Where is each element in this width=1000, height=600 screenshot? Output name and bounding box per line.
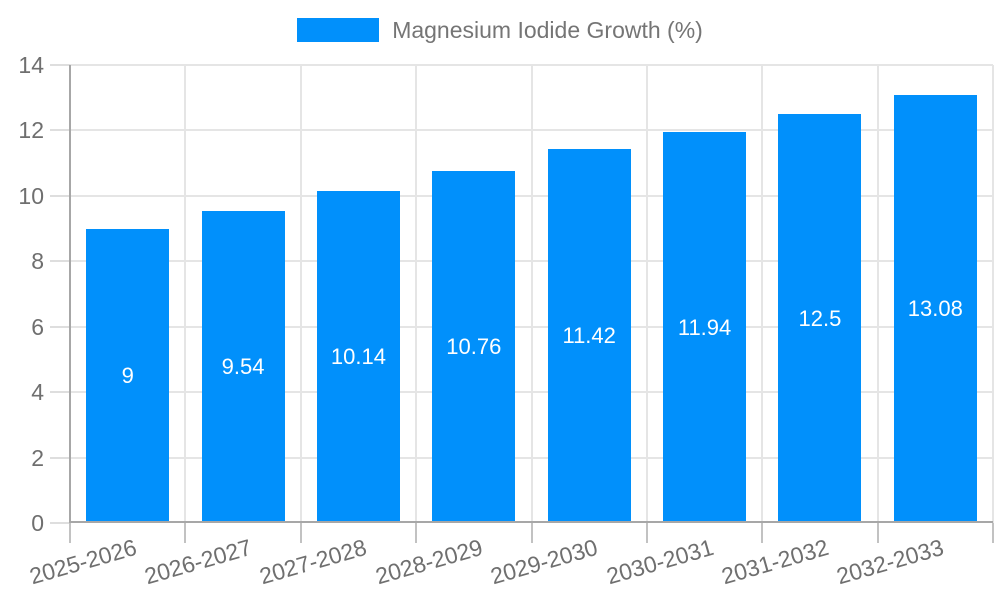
bar-value-label: 13.08: [907, 296, 963, 322]
y-tick-mark: [50, 391, 70, 394]
y-tick-label: 8: [31, 248, 44, 275]
bar-value-label: 9: [121, 362, 134, 388]
x-tick-mark: [645, 523, 648, 543]
legend-item[interactable]: Magnesium Iodide Growth (%): [297, 17, 703, 43]
y-tick-mark: [50, 325, 70, 328]
bar[interactable]: [86, 228, 170, 521]
x-tick-mark: [876, 523, 879, 543]
bar[interactable]: [778, 114, 862, 521]
x-tick-mark: [761, 523, 764, 543]
x-tick-mark: [299, 523, 302, 543]
x-tick-mark: [530, 523, 533, 543]
gridline-vertical: [876, 65, 879, 523]
y-tick-mark: [50, 456, 70, 459]
x-tick-mark: [69, 523, 71, 543]
bar-value-label: 11.42: [562, 323, 616, 349]
gridline-vertical: [992, 65, 994, 523]
legend: Magnesium Iodide Growth (%): [0, 17, 1000, 43]
gridline-vertical: [761, 65, 764, 523]
y-tick-label: 4: [31, 379, 44, 406]
y-tick-label: 6: [31, 313, 44, 340]
y-tick-label: 14: [18, 52, 44, 78]
legend-swatch-icon: [297, 18, 380, 42]
bar-value-label: 12.5: [798, 305, 842, 331]
legend-label: Magnesium Iodide Growth (%): [392, 17, 703, 43]
bar[interactable]: [316, 191, 400, 521]
bar-value-label: 10.14: [330, 344, 386, 370]
y-tick-label: 12: [18, 117, 44, 144]
gridline-vertical: [645, 65, 648, 523]
y-tick-label: 2: [31, 444, 44, 471]
gridline-vertical: [299, 65, 302, 523]
y-tick-mark: [50, 522, 70, 524]
y-axis-line: [69, 65, 71, 523]
y-tick-mark: [50, 64, 70, 66]
y-tick-label: 10: [18, 182, 44, 209]
x-tick-mark: [992, 523, 994, 543]
gridline-vertical: [415, 65, 418, 523]
bar-value-label: 10.76: [446, 333, 502, 359]
x-tick-mark: [415, 523, 418, 543]
y-tick-label: 0: [31, 510, 44, 536]
bar[interactable]: [432, 171, 516, 521]
plot-area: 0 2 4 6 8 10 12 14 9 2025-2026 9.54 2026-2027 10.14 2…: [18, 52, 994, 589]
bar-value-label: 11.94: [677, 314, 732, 340]
y-tick-mark: [50, 194, 70, 197]
bar[interactable]: [201, 210, 285, 521]
x-axis-line: [70, 521, 993, 523]
y-tick-mark: [50, 129, 70, 132]
y-tick-mark: [50, 260, 70, 263]
gridline-vertical: [530, 65, 533, 523]
gridline-vertical: [184, 65, 187, 523]
bar[interactable]: [893, 95, 977, 521]
bar-value-label: 9.54: [221, 353, 265, 379]
x-tick-mark: [184, 523, 187, 543]
bar[interactable]: [547, 149, 631, 521]
bar[interactable]: [663, 132, 747, 521]
